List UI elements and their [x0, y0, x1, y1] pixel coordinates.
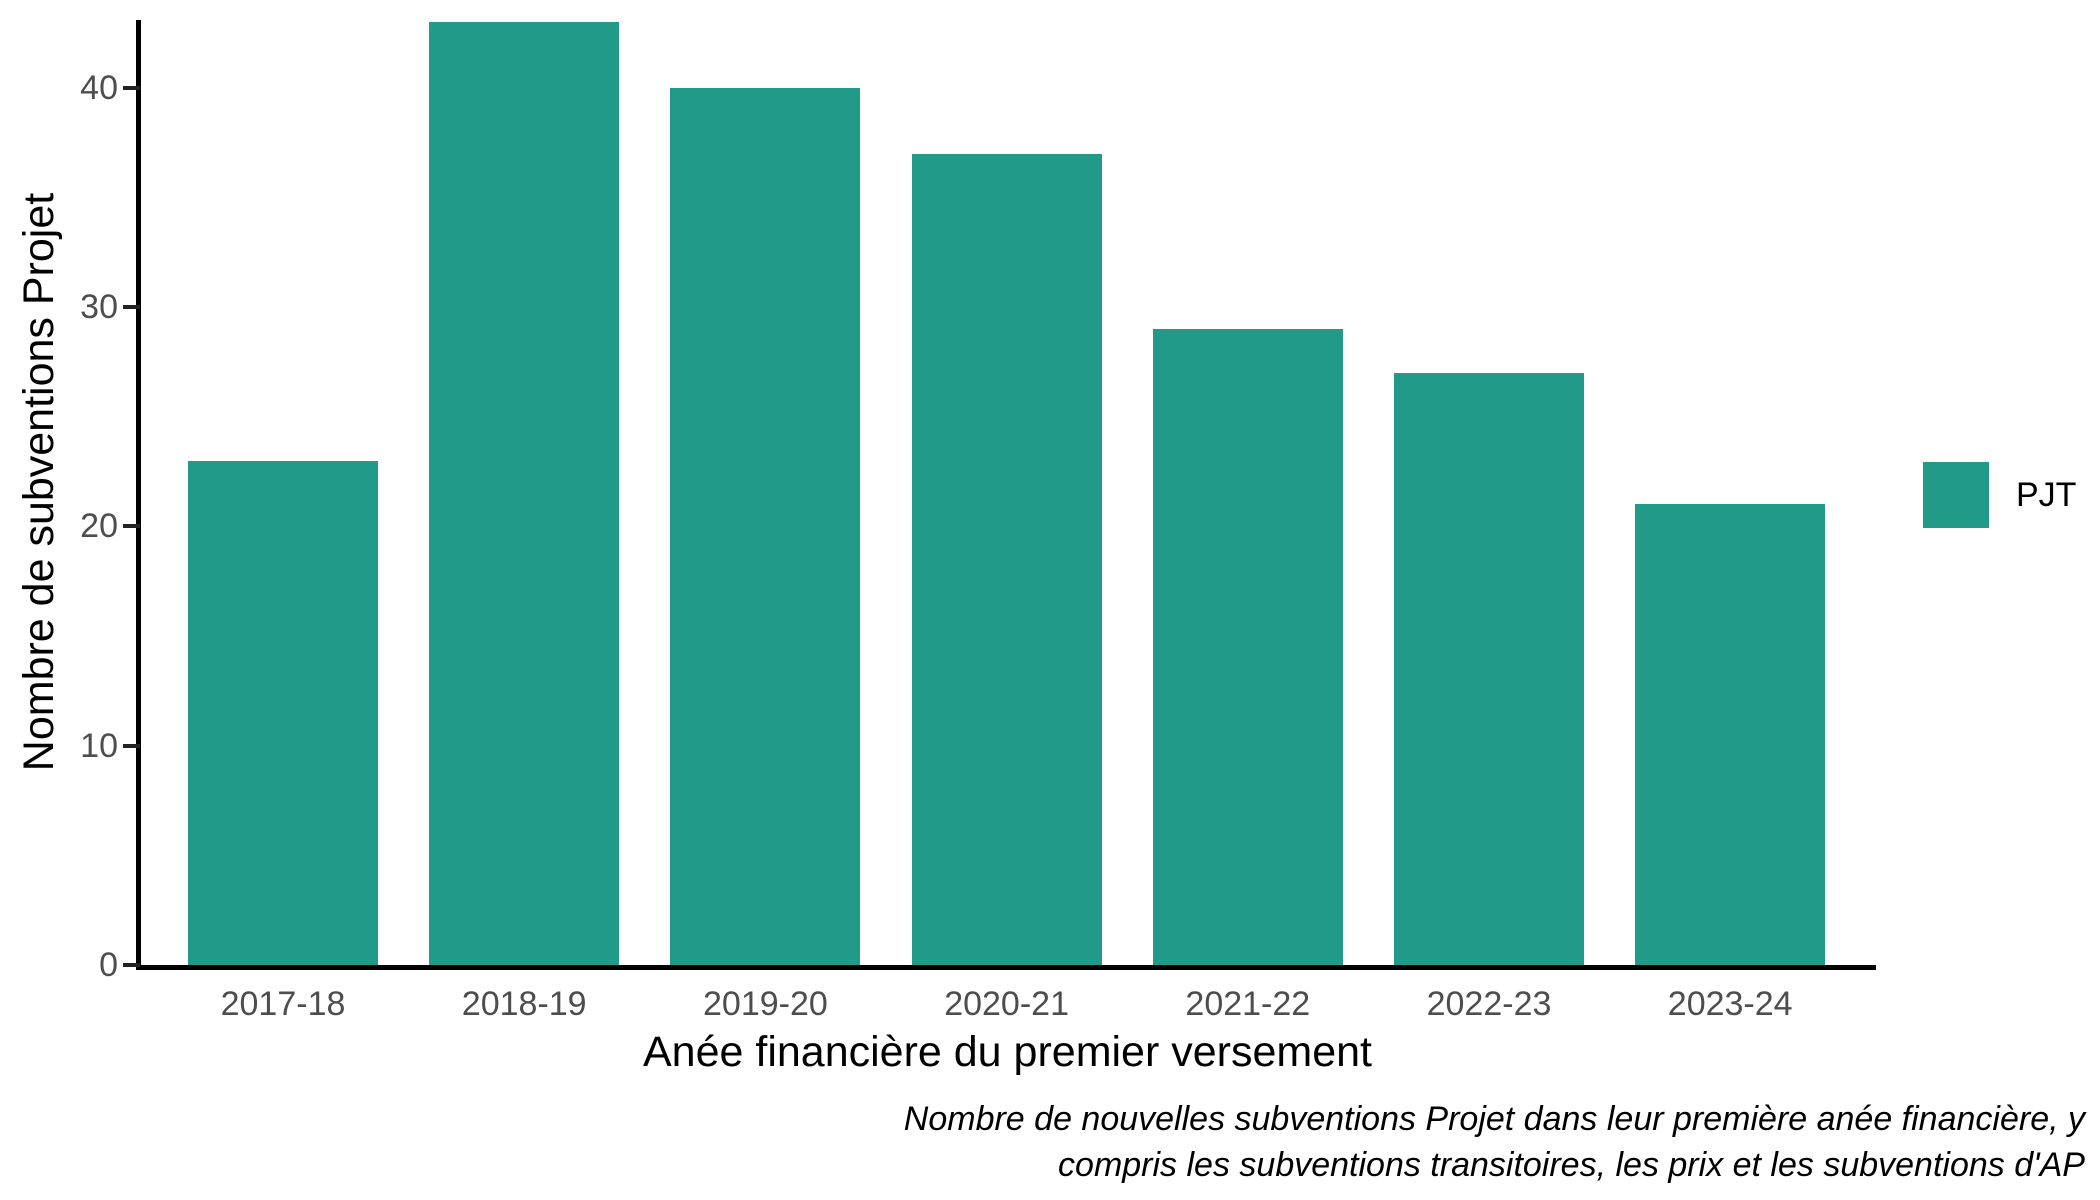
bar-2023-24: [1635, 504, 1826, 965]
x-axis-line: [136, 965, 1876, 970]
bar-2020-21: [911, 153, 1102, 965]
x-tick-label: 2018-19: [461, 985, 587, 1023]
y-tick-mark: [123, 743, 140, 748]
bar-2017-18: [188, 460, 378, 965]
y-axis-title: Nombre de subventions Projet: [15, 192, 63, 772]
x-tick-label: 2017-18: [220, 985, 346, 1023]
y-axis-line: [136, 20, 141, 970]
y-tick-mark: [123, 85, 140, 90]
chart-caption: Nombre de nouvelles subventions Projet d…: [0, 1096, 2085, 1188]
y-tick-label: 0: [99, 946, 118, 984]
bar-2018-19: [429, 22, 620, 965]
caption-line-2: compris les subventions transitoires, le…: [1058, 1146, 2085, 1184]
y-tick-label: 10: [80, 726, 118, 765]
legend-color-swatch: [1923, 462, 1989, 528]
y-tick-mark: [123, 524, 140, 529]
y-tick-mark: [123, 963, 140, 967]
x-tick-label: 2022-23: [1426, 985, 1552, 1023]
x-tick-label: 2020-21: [944, 985, 1069, 1023]
y-tick-label: 30: [80, 288, 118, 327]
x-tick-label: 2023-24: [1667, 985, 1793, 1023]
x-tick-label: 2021-22: [1185, 985, 1311, 1023]
y-tick-label: 20: [80, 507, 118, 546]
y-tick-label: 40: [80, 68, 118, 107]
bar-2019-20: [670, 87, 861, 965]
x-axis-title: Anée financière du premier versement: [643, 1028, 1372, 1076]
y-tick-mark: [123, 305, 140, 310]
x-tick-label: 2019-20: [703, 985, 828, 1023]
caption-line-1: Nombre de nouvelles subventions Projet d…: [903, 1100, 2085, 1138]
bar-2021-22: [1152, 329, 1343, 965]
bar-2022-23: [1394, 372, 1584, 965]
legend-label: PJT: [2016, 476, 2077, 514]
